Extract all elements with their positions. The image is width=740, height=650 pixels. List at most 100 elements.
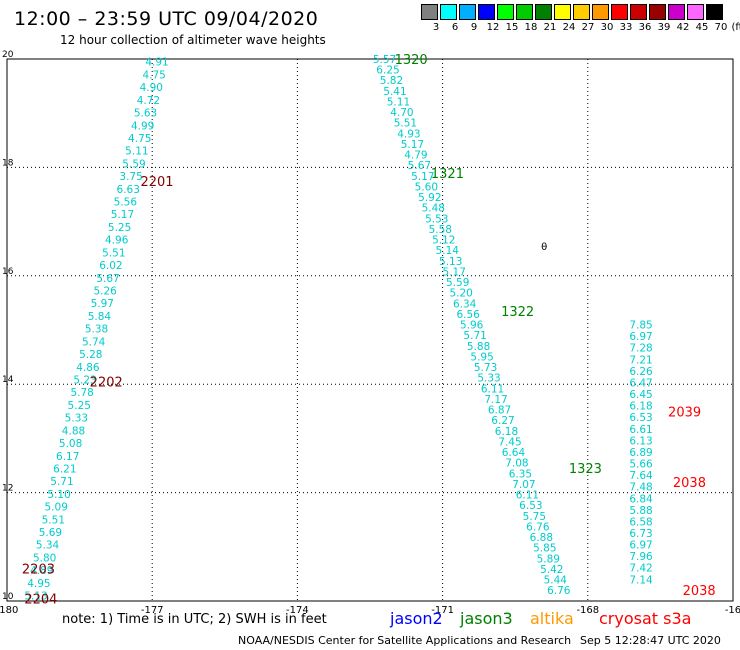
legend-label: 9 — [470, 22, 478, 33]
map-frame — [6, 58, 734, 602]
wave-height-value: 5.66 — [629, 459, 653, 471]
island-marker: θ — [541, 242, 547, 253]
wave-height-value: 5.14 — [436, 245, 460, 257]
wave-height-value: 5.53 — [425, 213, 448, 225]
footer-note: note: 1) Time is in UTC; 2) SWH is in fe… — [62, 612, 327, 627]
pass-time-label: 2039 — [668, 405, 701, 420]
wave-height-value: 3.75 — [119, 171, 142, 183]
wave-height-value: 6.97 — [629, 540, 652, 552]
wave-height-value: 6.02 — [99, 260, 122, 272]
legend-swatch — [440, 4, 457, 20]
wave-height-value: 6.13 — [629, 435, 652, 447]
wave-height-value: 5.13 — [439, 256, 462, 268]
wave-height-value: 6.76 — [526, 521, 550, 533]
wave-height-value: 6.97 — [629, 331, 652, 343]
wave-height-value: 5.67 — [408, 160, 431, 172]
wave-height-value: 5.57 — [373, 54, 396, 66]
wave-height-value: 4.91 — [145, 57, 168, 69]
wave-height-value: 5.78 — [70, 387, 93, 399]
wave-height-value: 5.59 — [122, 158, 145, 170]
latitude-tick-label: 14 — [2, 375, 14, 385]
wave-height-value: 7.21 — [629, 354, 652, 366]
satellite-jason2-label: jason2 — [390, 609, 443, 628]
wave-height-value: 5.88 — [467, 341, 490, 353]
wave-height-value: 6.63 — [117, 184, 140, 196]
wave-height-value: 6.21 — [53, 463, 76, 475]
wave-height-value: 5.11 — [387, 96, 410, 108]
wave-height-value: 5.10 — [47, 489, 70, 501]
pass-time-label: 1323 — [569, 462, 602, 477]
legend-swatch — [497, 4, 514, 20]
wave-height-value: 5.25 — [68, 400, 91, 412]
wave-height-value: 5.58 — [429, 224, 452, 236]
wave-height-value: 5.25 — [108, 222, 131, 234]
wave-height-value: 5.17 — [401, 139, 424, 151]
wave-height-value: 4.93 — [397, 128, 420, 140]
legend-swatch — [573, 4, 590, 20]
latitude-tick-label: 20 — [2, 50, 14, 60]
wave-height-value: 7.96 — [629, 551, 653, 563]
legend-label: 24 — [562, 22, 576, 33]
wave-height-value: 5.17 — [443, 266, 466, 278]
pass-time-label: 2038 — [673, 476, 706, 491]
legend-label: 45 — [695, 22, 709, 33]
wave-height-value: 6.84 — [629, 493, 653, 505]
wave-height-value: 4.75 — [142, 69, 165, 81]
pass-time-label: 2203 — [22, 562, 55, 577]
wave-height-value: 6.27 — [491, 415, 514, 427]
wave-height-value: 5.34 — [36, 540, 60, 552]
wave-height-value: 5.44 — [544, 575, 568, 587]
wave-height-value: 4.95 — [27, 578, 50, 590]
wave-height-value: 6.58 — [629, 516, 652, 528]
wave-height-value: 5.33 — [65, 413, 88, 425]
pass-time-label: 2201 — [140, 175, 173, 190]
wave-height-value: 5.59 — [446, 277, 469, 289]
wave-height-value: 5.20 — [449, 288, 472, 300]
wave-height-value: 5.09 — [45, 502, 68, 514]
wave-height-value: 5.82 — [380, 75, 403, 87]
wave-height-value: 5.51 — [102, 247, 125, 259]
map-title: 12:00 – 23:59 UTC 09/04/2020 — [14, 8, 319, 30]
pass-time-label: 2038 — [683, 584, 716, 599]
wave-height-value: 7.08 — [505, 458, 528, 470]
pass-time-label: 1322 — [501, 305, 534, 320]
wave-height-value: 5.51 — [42, 514, 65, 526]
wave-height-value: 5.89 — [537, 553, 560, 565]
legend-label: 30 — [600, 22, 614, 33]
wave-height-value: 4.99 — [131, 120, 154, 132]
wave-height-value: 6.47 — [629, 377, 652, 389]
wave-height-value: 4.90 — [140, 82, 163, 94]
legend-swatch — [554, 4, 571, 20]
wave-height-value: 6.88 — [530, 532, 553, 544]
wave-height-value: 5.17 — [411, 171, 434, 183]
legend-swatch — [706, 4, 723, 20]
legend-label: 27 — [581, 22, 595, 33]
legend-swatch — [630, 4, 647, 20]
longitude-tick-label: -177 — [141, 605, 164, 616]
wave-height-value: 5.13 — [24, 591, 47, 603]
wave-height-value: 5.08 — [59, 438, 82, 450]
legend-swatch — [478, 4, 495, 20]
map-subtitle: 12 hour collection of altimeter wave hei… — [60, 33, 326, 47]
legend-swatch — [535, 4, 552, 20]
wave-height-value: 6.87 — [488, 405, 511, 417]
legend-label: 15 — [505, 22, 519, 33]
wave-height-value: 6.11 — [516, 490, 539, 502]
satellite-cryosat-label: cryosat s3a — [599, 609, 692, 628]
wave-height-value: 6.89 — [629, 447, 652, 459]
wave-height-value: 5.92 — [418, 192, 441, 204]
legend-label: 21 — [543, 22, 557, 33]
latitude-tick-label: 10 — [2, 592, 14, 602]
wave-height-value: 5.95 — [470, 351, 493, 363]
wave-height-value: 5.33 — [477, 373, 500, 385]
wave-height-value: 5.74 — [82, 336, 106, 348]
longitude-tick-label: -174 — [286, 605, 309, 616]
longitude-tick-label: -171 — [431, 605, 454, 616]
wave-height-value: 5.97 — [91, 298, 114, 310]
wave-height-value: 5.28 — [79, 349, 102, 361]
wave-height-value: 5.75 — [523, 511, 546, 523]
wave-height-value: 4.88 — [62, 425, 85, 437]
satellite-altika-label: altika — [530, 609, 574, 628]
wave-height-value: 5.80 — [33, 552, 56, 564]
pass-time-label: 1321 — [431, 167, 464, 182]
